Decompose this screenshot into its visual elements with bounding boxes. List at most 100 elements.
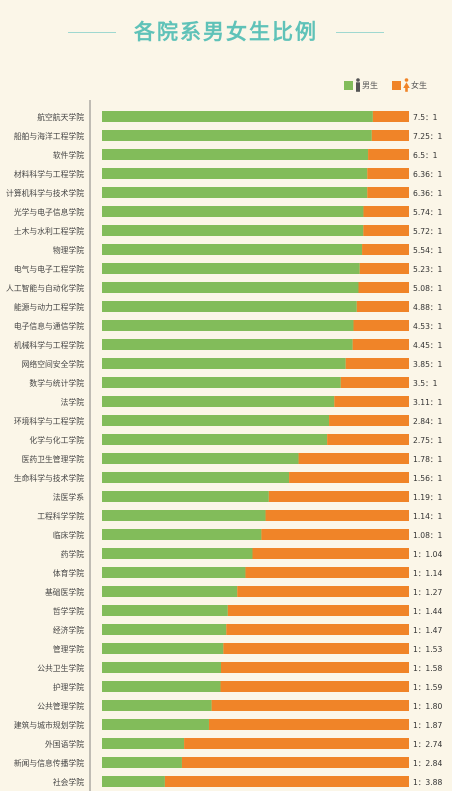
legend-female-swatch [392,81,401,90]
category-label: 建筑与城市规划学院 [14,720,84,730]
category-label: 社会学院 [53,777,84,787]
female-bar [298,453,409,464]
male-bar [102,149,369,160]
category-label: 化学与化工学院 [29,435,84,445]
female-bar [184,738,409,749]
legend-male-label: 男生 [362,81,378,90]
category-label: 工程科学学院 [37,511,84,521]
male-bar [102,358,346,369]
male-bar [102,738,185,749]
male-bar [102,263,360,274]
female-bar [368,149,409,160]
female-bar [345,358,409,369]
ratio-label: 1：3.88 [413,778,443,787]
title-divider-left [68,32,116,33]
male-bar [102,681,221,692]
female-bar [181,757,409,768]
ratio-label: 2.84：1 [413,417,443,426]
male-bar [102,168,368,179]
male-bar [102,301,357,312]
female-bar [245,567,409,578]
female-bar [352,339,409,350]
male-bar [102,605,228,616]
female-bar [252,548,409,559]
category-label: 经济学院 [53,625,84,635]
male-bar [102,244,363,255]
category-label: 药学院 [61,549,85,559]
ratio-label: 1：1.27 [413,588,443,597]
female-bar [289,472,409,483]
category-label: 网络空间安全学院 [22,359,85,369]
ratio-label: 3.11：1 [413,398,443,407]
ratio-label: 1：1.04 [413,550,443,559]
ratio-label: 6.36：1 [413,189,443,198]
male-bar [102,548,253,559]
female-bar [265,510,409,521]
category-label: 哲学学院 [53,606,84,616]
category-label: 管理学院 [53,644,84,654]
female-bar [164,776,409,787]
female-bar [358,282,409,293]
female-bar [367,168,409,179]
category-label: 法医学系 [53,492,84,502]
ratio-label: 5.74：1 [413,208,443,217]
ratio-label: 1：2.84 [413,759,443,768]
female-bar [237,586,409,597]
ratio-label: 1.19：1 [413,493,443,502]
ratio-label: 7.5：1 [413,113,438,122]
male-bar [102,434,328,445]
female-bar [359,263,409,274]
legend-male-swatch [344,81,353,90]
category-label: 公共管理学院 [37,701,84,711]
title-divider-right [336,32,384,33]
female-bar [327,434,409,445]
category-label: 土木与水利工程学院 [14,226,84,236]
ratio-label: 4.45：1 [413,341,443,350]
legend-female-label: 女生 [411,81,427,90]
female-bar [208,719,409,730]
ratio-label: 5.08：1 [413,284,443,293]
female-bar [329,415,409,426]
male-bar [102,567,246,578]
ratio-label: 3.85：1 [413,360,443,369]
male-bar [102,396,335,407]
female-bar [211,700,409,711]
female-bar [362,244,409,255]
category-label: 软件学院 [53,150,84,160]
category-label: 机械科学与工程学院 [14,340,84,350]
category-label: 电气与电子工程学院 [14,264,84,274]
category-label: 护理学院 [53,682,84,692]
ratio-label: 1：1.53 [413,645,443,654]
category-label: 材料科学与工程学院 [14,169,84,179]
category-label: 数学与统计学院 [29,378,84,388]
ratio-label: 6.36：1 [413,170,443,179]
male-bar [102,757,182,768]
category-label: 公共卫生学院 [37,663,84,673]
ratio-label: 1.78：1 [413,455,443,464]
ratio-label: 3.5：1 [413,379,438,388]
ratio-label: 4.53：1 [413,322,443,331]
category-label: 医药卫生管理学院 [22,454,85,464]
male-bar [102,472,290,483]
ratio-label: 1：1.14 [413,569,443,578]
ratio-label: 1：1.47 [413,626,443,635]
category-label: 外国语学院 [45,739,84,749]
female-bar [220,681,409,692]
category-label: 环境科学与工程学院 [14,416,84,426]
woman-icon [403,78,410,92]
ratio-label: 1：1.87 [413,721,443,730]
category-label: 计算机科学与技术学院 [6,188,84,198]
ratio-label: 6.5：1 [413,151,438,160]
male-bar [102,491,269,502]
ratio-label: 5.72：1 [413,227,443,236]
ratio-label: 1.56：1 [413,474,443,483]
female-bar [353,320,409,331]
chart-title: 各院系男女生比例 [134,20,318,44]
ratio-label: 5.23：1 [413,265,443,274]
category-label: 生命科学与技术学院 [14,473,84,483]
female-bar [261,529,409,540]
male-bar [102,510,266,521]
category-label: 体育学院 [53,568,84,578]
male-bar [102,700,212,711]
